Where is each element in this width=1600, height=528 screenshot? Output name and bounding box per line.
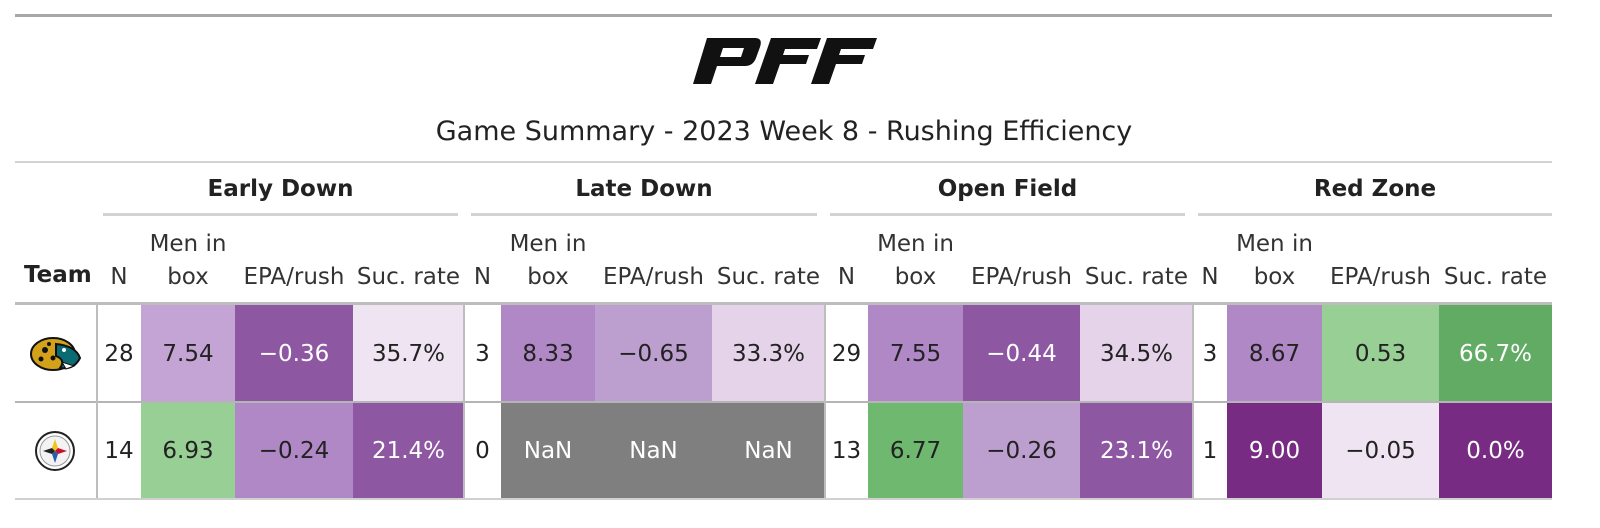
column-header-epa-rush: EPA/rush: [1329, 264, 1431, 290]
cell-open-field-men: 7.55: [868, 305, 963, 402]
cell-early-down-suc: 21.4%: [353, 403, 464, 498]
column-header-suc-rate: Suc. rate: [356, 264, 461, 290]
cell-late-down-suc: 33.3%: [712, 305, 825, 402]
cell-early-down-suc: 35.7%: [353, 305, 464, 402]
column-header-men-in-box-line2: box: [527, 264, 569, 290]
top-rule: [15, 14, 1552, 17]
column-header-men-in-box-line1: Men in: [149, 231, 227, 257]
cell-red-zone-epa: 0.53: [1322, 305, 1439, 402]
column-header-men-in-box-line2: box: [167, 264, 209, 290]
steelers-logo-icon: [15, 403, 95, 498]
table-bottom-rule: [15, 498, 1552, 500]
cell-late-down-suc: NaN: [712, 403, 825, 498]
cell-open-field-men: 6.77: [868, 403, 963, 498]
group-underline: [103, 213, 458, 216]
cell-early-down-epa: −0.24: [235, 403, 353, 498]
column-separator: [1192, 305, 1194, 498]
cell-early-down-men: 6.93: [141, 403, 235, 498]
column-header-n: N: [1201, 264, 1219, 290]
column-header-men-in-box-line1: Men in: [509, 231, 587, 257]
column-header-men-in-box-line1: Men in: [1236, 231, 1313, 257]
column-header-epa-rush: EPA/rush: [970, 264, 1072, 290]
column-header-men-in-box-line2: box: [894, 264, 937, 290]
cell-red-zone-n: 1: [1193, 403, 1227, 498]
cell-late-down-men: 8.33: [501, 305, 595, 402]
group-underline: [830, 213, 1185, 216]
cell-early-down-n: 28: [97, 305, 141, 402]
header-bottom-rule: [15, 302, 1552, 305]
column-header-men-in-box-line2: box: [1253, 264, 1296, 290]
column-header-epa-rush: EPA/rush: [602, 264, 704, 290]
cell-open-field-suc: 23.1%: [1080, 403, 1193, 498]
row-separator: [15, 401, 1552, 403]
column-header-n: N: [837, 264, 856, 290]
cell-red-zone-epa: −0.05: [1322, 403, 1439, 498]
cell-late-down-n: 3: [464, 305, 501, 402]
cell-red-zone-n: 3: [1193, 305, 1227, 402]
group-header-late-down: Late Down: [575, 176, 713, 202]
table-top-rule: [15, 161, 1552, 163]
cell-red-zone-men: 9.00: [1227, 403, 1322, 498]
cell-red-zone-suc: 0.0%: [1439, 403, 1552, 498]
cell-open-field-suc: 34.5%: [1080, 305, 1193, 402]
cell-early-down-n: 14: [97, 403, 141, 498]
column-header-epa-rush: EPA/rush: [243, 264, 345, 290]
cell-red-zone-men: 8.67: [1227, 305, 1322, 402]
group-header-red-zone: Red Zone: [1313, 176, 1437, 202]
column-header-n: N: [473, 264, 492, 290]
column-separator: [463, 305, 465, 498]
team-column-header: Team: [24, 262, 92, 288]
cell-red-zone-suc: 66.7%: [1439, 305, 1552, 402]
cell-late-down-epa: −0.65: [595, 305, 712, 402]
pff-logo-icon: [693, 38, 877, 84]
column-header-suc-rate: Suc. rate: [716, 264, 821, 290]
cell-late-down-epa: NaN: [595, 403, 712, 498]
group-header-open-field: Open Field: [937, 176, 1078, 202]
column-header-suc-rate: Suc. rate: [1443, 264, 1548, 290]
cell-late-down-men: NaN: [501, 403, 595, 498]
cell-open-field-n: 29: [825, 305, 868, 402]
cell-open-field-epa: −0.44: [963, 305, 1080, 402]
group-underline: [1198, 213, 1552, 216]
cell-early-down-epa: −0.36: [235, 305, 353, 402]
cell-open-field-epa: −0.26: [963, 403, 1080, 498]
column-separator: [824, 305, 826, 498]
column-separator: [96, 305, 98, 498]
column-header-n: N: [110, 264, 128, 290]
jaguars-logo-icon: [15, 305, 95, 402]
group-underline: [471, 213, 817, 216]
column-header-men-in-box-line1: Men in: [877, 231, 954, 257]
column-header-suc-rate: Suc. rate: [1084, 264, 1189, 290]
group-header-early-down: Early Down: [207, 176, 354, 202]
cell-open-field-n: 13: [825, 403, 868, 498]
cell-late-down-n: 0: [464, 403, 501, 498]
page-title: Game Summary - 2023 Week 8 - Rushing Eff…: [435, 116, 1133, 147]
cell-early-down-men: 7.54: [141, 305, 235, 402]
